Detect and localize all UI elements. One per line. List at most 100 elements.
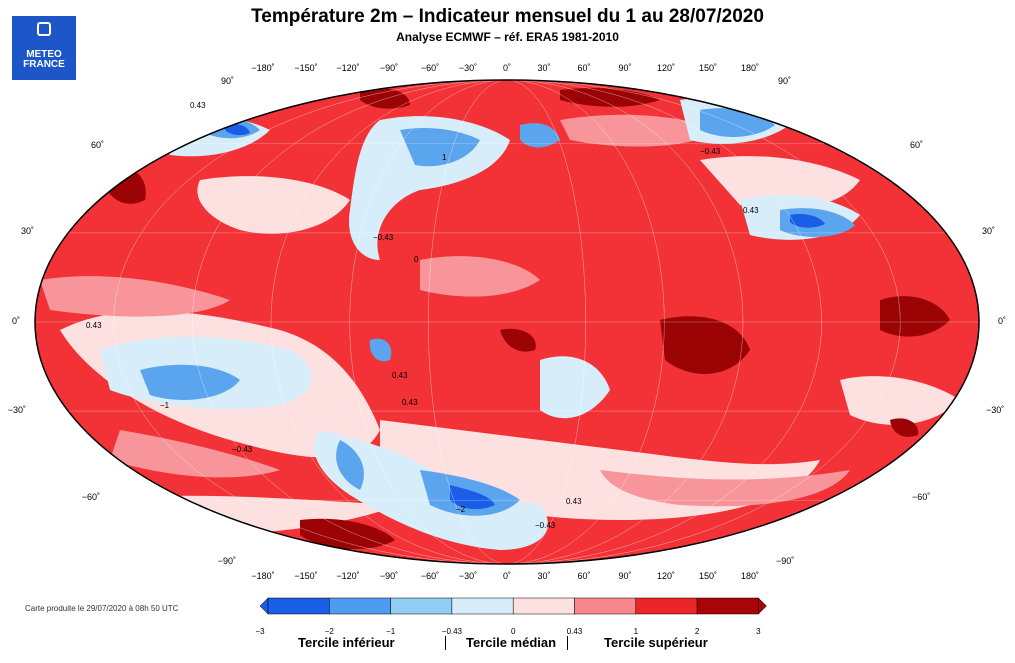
longitude-labels-top: −180˚ −150˚ −120˚ −90˚ −60˚ −30˚ 0˚ 30˚ 60˚ 90˚ 12… [251, 63, 759, 73]
legend-arrow-right [758, 597, 767, 615]
latitude-label: 30˚ [21, 226, 34, 236]
contour-label: 0.43 [392, 371, 408, 380]
meteo-france-logo: METEO FRANCE [12, 16, 76, 80]
contour-label: −1 [160, 401, 170, 410]
meridian-line [270, 80, 744, 564]
contour-label: 0.43 [402, 398, 418, 407]
longitude-label: 150˚ [699, 571, 717, 581]
legend-arrow-left [259, 597, 269, 615]
tercile-lower-label: Tercile inférieur [298, 635, 395, 650]
latitude-label: −60˚ [82, 492, 100, 502]
longitude-label: 0˚ [503, 63, 511, 73]
temperature-anomaly-map: 0.43 −0.43 0 1 −1 0.43 −0.43 0.43 −2 0.4… [8, 63, 1006, 581]
longitude-label: 90˚ [618, 571, 631, 581]
legend-swatch [512, 597, 575, 615]
longitude-label: 30˚ [537, 63, 550, 73]
meridian-line [428, 80, 586, 564]
contour-label: 0.43 [190, 101, 206, 110]
longitude-label: 60˚ [577, 63, 590, 73]
legend-swatch [696, 597, 759, 615]
longitude-label: −180˚ [251, 63, 274, 73]
strong-negative-areas [225, 123, 825, 510]
latitude-labels-left: 90˚ 60˚ 30˚ 0˚ −30˚ −60˚ −90˚ [8, 76, 236, 566]
latitude-label: 30˚ [982, 226, 995, 236]
longitude-label: 30˚ [537, 571, 550, 581]
latitude-label: 90˚ [778, 76, 791, 86]
map-subtitle: Analyse ECMWF – réf. ERA5 1981-2010 [396, 30, 619, 44]
contour-label: −0.43 [232, 445, 253, 454]
longitude-label: −60˚ [421, 571, 439, 581]
meridian-line [428, 80, 586, 564]
legend-swatch [635, 597, 698, 615]
longitude-label: −90˚ [380, 571, 398, 581]
longitude-label: 120˚ [657, 571, 675, 581]
latitude-labels-right: 90˚ 60˚ 30˚ 0˚ −30˚ −60˚ −90˚ [776, 76, 1006, 566]
longitude-label: 60˚ [577, 571, 590, 581]
legend-swatch [451, 597, 514, 615]
map-title: Température 2m – Indicateur mensuel du 1… [251, 6, 764, 27]
latitude-label: 0˚ [998, 316, 1006, 326]
longitude-label: 120˚ [657, 63, 675, 73]
longitude-label: −120˚ [336, 63, 359, 73]
latitude-label: −30˚ [986, 405, 1004, 415]
legend-swatch [329, 597, 391, 615]
contour-label: −0.43 [373, 233, 394, 242]
latitude-label: −60˚ [912, 492, 930, 502]
legend-swatch [390, 597, 453, 615]
meridian-line [349, 80, 665, 564]
logo-text: METEO FRANCE [12, 50, 76, 70]
contour-label: −0.43 [535, 521, 556, 530]
legend-tick-label: −3 [255, 627, 265, 636]
meridian-line [349, 80, 665, 564]
contour-label: 0.43 [566, 497, 582, 506]
contour-label: 0 [414, 255, 419, 264]
latitude-label: −90˚ [218, 556, 236, 566]
contour-label: 1 [442, 153, 447, 162]
contour-label: −2 [456, 505, 466, 514]
legend-tick-label: 0.43 [567, 627, 583, 636]
map-field [35, 80, 979, 564]
light-red-areas [40, 114, 850, 507]
logo-line1: METEO [26, 49, 62, 60]
meridian-line [192, 80, 822, 564]
latitude-label: −30˚ [8, 405, 26, 415]
longitude-label: 180˚ [741, 63, 759, 73]
legend-bar [259, 597, 767, 615]
production-credit: Carte produite le 29/07/2020 à 08h 50 UT… [25, 604, 179, 613]
meridian-line [270, 80, 744, 564]
contour-label: −0.43 [700, 147, 721, 156]
longitude-label: 90˚ [618, 63, 631, 73]
longitude-label: 0˚ [503, 571, 511, 581]
latitude-label: 90˚ [221, 76, 234, 86]
legend-swatch [574, 597, 637, 615]
longitude-labels-bottom: −180˚ −150˚ −120˚ −90˚ −60˚ −30˚ 0˚ 30˚ 60˚ 90˚ 12… [251, 571, 759, 581]
longitude-label: 180˚ [741, 571, 759, 581]
longitude-label: −180˚ [251, 571, 274, 581]
tercile-median-label: Tercile médian [466, 635, 557, 650]
latitude-label: −90˚ [776, 556, 794, 566]
contour-label: 0.43 [86, 321, 102, 330]
longitude-label: −60˚ [421, 63, 439, 73]
tercile-separator [445, 636, 446, 650]
latitude-label: 60˚ [910, 140, 923, 150]
longitude-label: −120˚ [336, 571, 359, 581]
longitude-label: −30˚ [459, 571, 477, 581]
logo-icon [37, 22, 51, 36]
meridian-line [113, 80, 901, 564]
logo-line2: FRANCE [23, 59, 65, 70]
legend-tick-label: −0.43 [442, 627, 463, 636]
longitude-label: −150˚ [294, 571, 317, 581]
longitude-label: −90˚ [380, 63, 398, 73]
longitude-label: −150˚ [294, 63, 317, 73]
legend-tick-label: 3 [756, 627, 761, 636]
latitude-label: 0˚ [12, 316, 20, 326]
tercile-separator [567, 636, 568, 650]
longitude-label: −30˚ [459, 63, 477, 73]
contour-label: 0.43 [743, 206, 759, 215]
globe-outline [34, 79, 980, 565]
contour-labels: 0.43 −0.43 0 1 −1 0.43 −0.43 0.43 −2 0.4… [86, 101, 759, 530]
meridian-line [192, 80, 822, 564]
latitude-label: 60˚ [91, 140, 104, 150]
legend-swatch [267, 597, 330, 615]
tercile-upper-label: Tercile supérieur [604, 635, 708, 650]
